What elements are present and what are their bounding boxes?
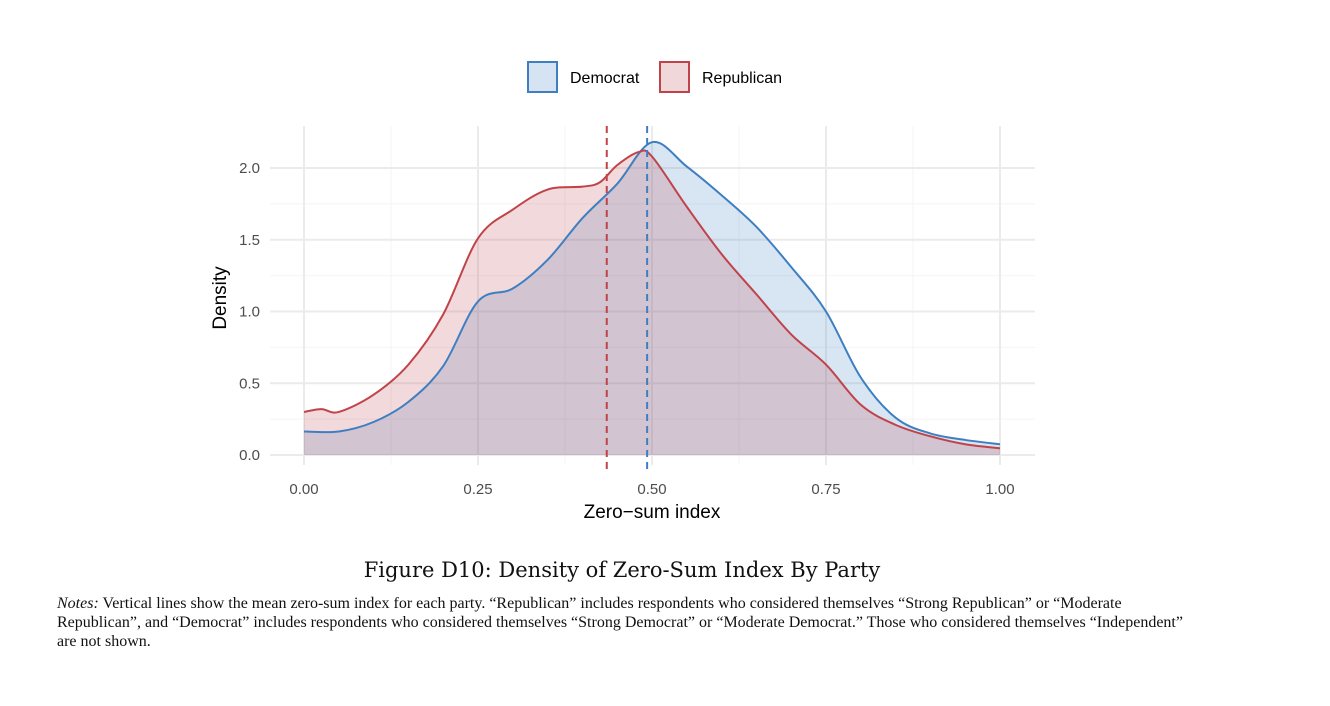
legend-item-democrat: Democrat [527, 61, 640, 93]
x-tick-label: 0.25 [463, 481, 492, 498]
republican-density-line [303, 149, 1001, 450]
democrat-density-line [303, 141, 1001, 446]
x-tick-label: 0.75 [811, 481, 840, 498]
figure-caption: Figure D10: Density of Zero-Sum Index By… [363, 558, 881, 582]
democrat-legend-label: Democrat [570, 70, 640, 87]
republican-legend-label: Republican [702, 70, 782, 87]
density-areas [303, 141, 1001, 456]
y-tick-label: 1.0 [239, 304, 260, 321]
x-tick-label: 0.50 [637, 481, 666, 498]
legend-item-republican: Republican [659, 61, 782, 93]
y-tick-label: 0.0 [239, 447, 260, 464]
mean-lines [605, 126, 649, 470]
democrat-density-area [304, 141, 1000, 455]
axis-ticks: 0.00 0.25 0.50 0.75 1.00 0.0 0.5 1.0 1.5 2.0 [239, 160, 1014, 498]
democrat-legend-swatch [527, 61, 558, 93]
figure-notes: Notes: Vertical lines show the mean zero… [57, 594, 1197, 651]
republican-density-area [304, 150, 1000, 456]
y-axis-title: Density [210, 266, 231, 330]
y-tick-label: 2.0 [239, 160, 260, 177]
republican-legend-swatch [659, 61, 690, 93]
notes-text: Vertical lines show the mean zero-sum in… [57, 595, 1183, 650]
y-tick-label: 0.5 [239, 375, 260, 392]
y-tick-label: 1.5 [239, 232, 260, 249]
legend: Democrat Republican [527, 61, 782, 93]
notes-label: Notes: [57, 595, 99, 612]
x-axis-title: Zero−sum index [584, 502, 721, 523]
x-tick-label: 0.00 [289, 481, 318, 498]
grid [270, 126, 1035, 465]
x-tick-label: 1.00 [985, 481, 1014, 498]
